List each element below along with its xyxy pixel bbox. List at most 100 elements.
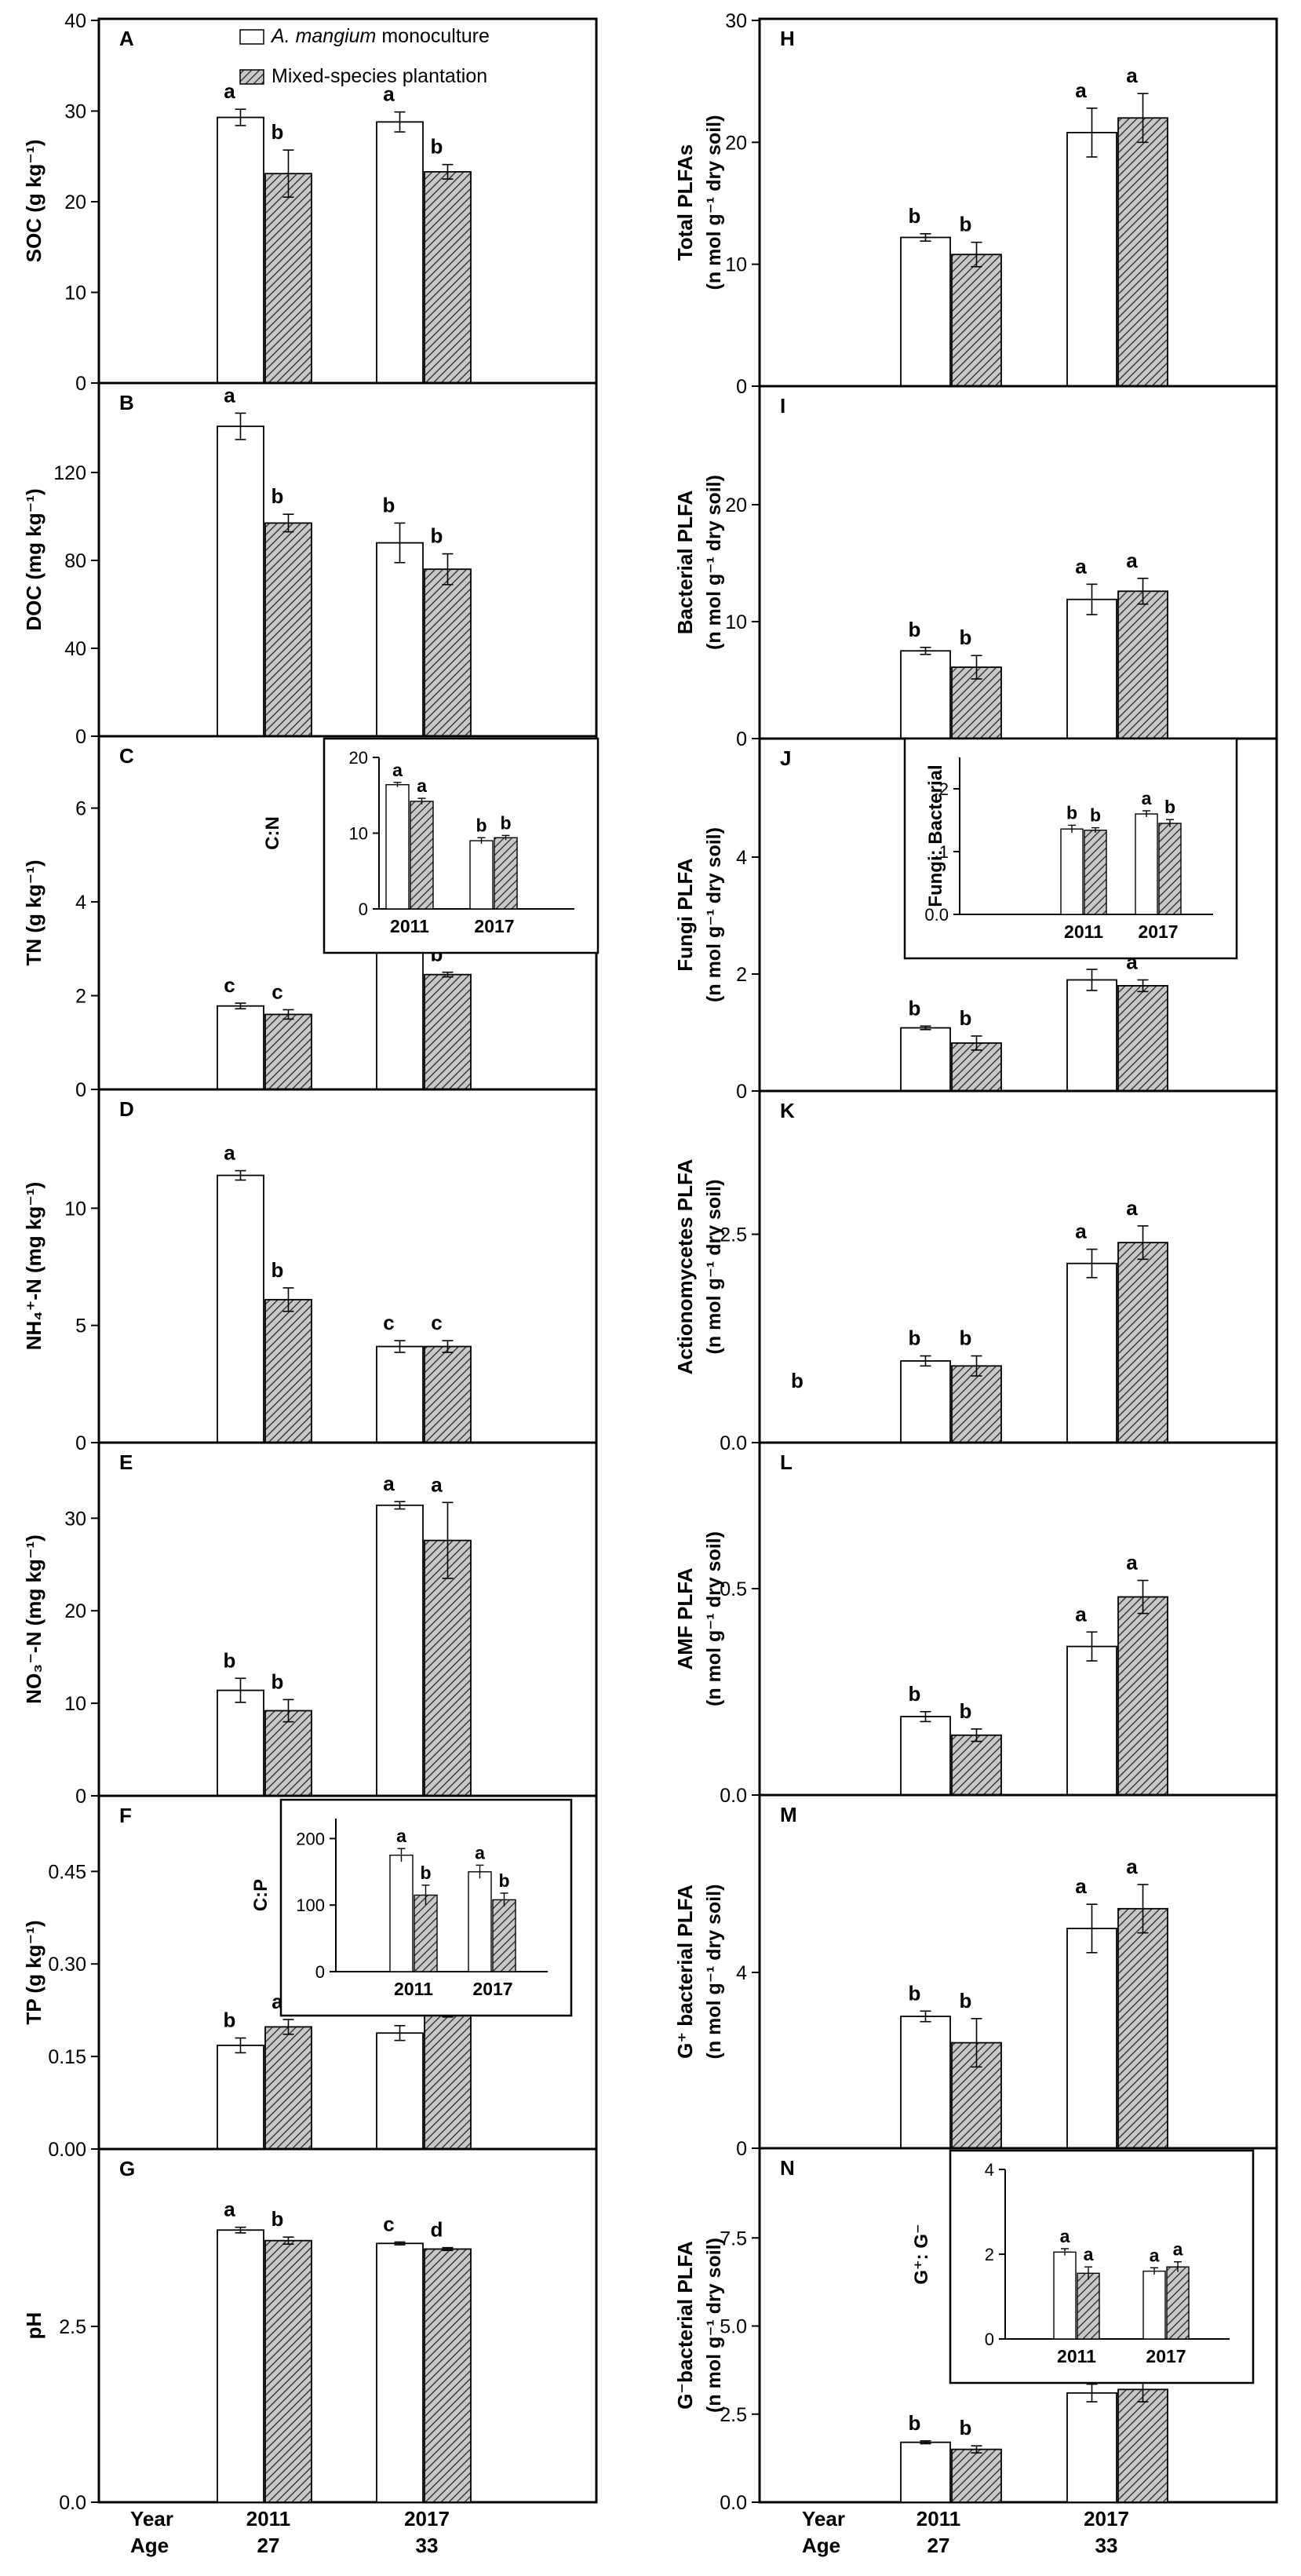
footer-age-27: 27 bbox=[257, 2534, 280, 2557]
significance-letter: b bbox=[960, 1006, 972, 1030]
y-tick-label: 30 bbox=[725, 10, 747, 32]
inset-category-label: 2011 bbox=[1064, 921, 1103, 942]
chart-panel-E: E 0 10 20 30 NO₃⁻-N (mg kg⁻¹) b b a a bbox=[22, 1441, 598, 1808]
y-tick-label: 0.0 bbox=[720, 2492, 747, 2514]
inset-significance-letter: b bbox=[420, 1863, 431, 1883]
bar-mixed-2011 bbox=[264, 173, 312, 384]
y-tick-label: 0 bbox=[736, 1081, 747, 1103]
panel-frame bbox=[97, 381, 598, 738]
y-tick-label: 10 bbox=[725, 611, 747, 633]
inset-category-label: 2011 bbox=[394, 1979, 433, 1999]
significance-letter: c bbox=[271, 980, 282, 1003]
panel-frame bbox=[758, 385, 1278, 740]
bar-mixed-2017 bbox=[1117, 590, 1168, 739]
bar-monoculture-2017 bbox=[376, 938, 424, 1090]
bar-monoculture-2011 bbox=[900, 1360, 951, 1443]
bar-monoculture-2017 bbox=[376, 2242, 424, 2503]
footer-age-33: 33 bbox=[1095, 2534, 1118, 2557]
panel-frame bbox=[97, 1441, 598, 1797]
significance-letter: a bbox=[383, 1472, 395, 1495]
y-tick-label: 0.30 bbox=[48, 1954, 86, 1976]
y-tick-label: 6 bbox=[75, 798, 86, 820]
footer-year-label: Year bbox=[802, 2507, 845, 2530]
panel-letter: N bbox=[780, 2156, 795, 2180]
significance-letter: a bbox=[1075, 554, 1087, 578]
y-axis-label: NO₃⁻-N (mg kg⁻¹) bbox=[22, 1534, 46, 1704]
bar-mixed-2017 bbox=[1117, 985, 1168, 1092]
chart-panel-D: D 0 5 10 NH₄⁺-N (mg kg⁻¹) a b c c bbox=[22, 1088, 598, 1454]
inset-category-label: 2011 bbox=[390, 916, 429, 936]
legend-label-monoculture: A. mangium monoculture bbox=[270, 25, 490, 47]
significance-letter: b bbox=[909, 1682, 921, 1706]
significance-letter: a bbox=[431, 1472, 443, 1496]
significance-letter: a bbox=[1126, 549, 1138, 572]
inset-bar-monoculture-2011 bbox=[385, 784, 410, 910]
significance-letter: a bbox=[1126, 1551, 1138, 1574]
bar-mixed-2011 bbox=[951, 254, 1002, 387]
panel-frame bbox=[97, 1088, 598, 1444]
y-axis-label: Fungi PLFA bbox=[673, 858, 697, 972]
y-tick-label: 0 bbox=[75, 726, 86, 748]
y-axis-label: G⁺ bacterial PLFA bbox=[673, 1885, 697, 2059]
significance-letter: b bbox=[271, 1258, 284, 1282]
panel-letter: B bbox=[119, 391, 134, 414]
y-axis-label-units: (n mol g⁻¹ dry soil) bbox=[703, 1531, 725, 1706]
panel-letter: F bbox=[119, 1804, 132, 1827]
significance-letter: b bbox=[960, 626, 972, 649]
significance-letter: a bbox=[1075, 1220, 1087, 1243]
inset-significance-letter: a bbox=[392, 760, 403, 780]
inset-significance-letter: b bbox=[500, 812, 511, 833]
bar-monoculture-2011 bbox=[217, 116, 264, 384]
chart-panel-N: N 0.0 2.5 5.0 7.5 G⁻bacterial PLFA (n mol g⁻¹ … bbox=[673, 2147, 1278, 2514]
legend-swatch-mixed bbox=[239, 69, 264, 85]
inset-bar-mixed-2011 bbox=[414, 1894, 438, 1972]
bar-monoculture-2017 bbox=[1066, 598, 1117, 739]
footer-left: Year Age 2011 2017 27 33 bbox=[130, 2507, 450, 2557]
y-tick-label: 120 bbox=[53, 462, 86, 484]
footer-year-2011: 2011 bbox=[246, 2507, 290, 2530]
y-tick-label: 0 bbox=[736, 2138, 747, 2160]
significance-letter: a bbox=[1126, 1196, 1138, 1220]
bar-mixed-2011 bbox=[264, 1013, 312, 1090]
y-tick-label: 10 bbox=[64, 283, 86, 305]
significance-letter: b bbox=[271, 1669, 284, 1693]
footer-year-2017: 2017 bbox=[1084, 2507, 1129, 2530]
bar-mixed-2011 bbox=[951, 2448, 1002, 2503]
y-axis-label: TN (g kg⁻¹) bbox=[22, 859, 46, 965]
y-tick-label: 7.5 bbox=[720, 2228, 747, 2249]
inset-frame bbox=[949, 2149, 1255, 2384]
bar-monoculture-2011 bbox=[900, 1716, 951, 1796]
inset-significance-letter: b bbox=[1164, 797, 1175, 817]
bar-monoculture-2011 bbox=[900, 236, 951, 387]
y-tick-label: 2.5 bbox=[720, 1224, 747, 1246]
chart-panel-H: H 0 10 20 30 Total PLFAs (n mol g⁻¹ dry soil) b… bbox=[673, 10, 1278, 398]
inset-bar-monoculture-2017 bbox=[468, 1871, 492, 1972]
y-tick-label: 0.00 bbox=[48, 2139, 86, 2161]
inset-bar-monoculture-2017 bbox=[1142, 2270, 1166, 2340]
y-tick-label: 20 bbox=[725, 494, 747, 516]
inset-significance-letter: b bbox=[476, 815, 487, 835]
y-tick-label: 0.0 bbox=[720, 1785, 747, 1807]
inset-bar-mixed-2017 bbox=[1158, 823, 1182, 915]
panel-letter: H bbox=[780, 27, 795, 50]
y-tick-label: 0 bbox=[736, 728, 747, 750]
significance-letter: b bbox=[909, 618, 921, 641]
bar-monoculture-2011 bbox=[900, 2016, 951, 2149]
y-tick-label: 0 bbox=[75, 1432, 86, 1454]
inset-bar-mixed-2017 bbox=[492, 1899, 516, 1972]
significance-letter: a bbox=[1075, 1874, 1087, 1898]
y-tick-label: 20 bbox=[725, 132, 747, 154]
significance-letter: b bbox=[271, 484, 284, 508]
bar-mixed-2017 bbox=[424, 2248, 472, 2503]
inset-y-tick-label: 100 bbox=[296, 1896, 325, 1915]
bar-mixed-2017 bbox=[1117, 1596, 1168, 1796]
significance-letter: b bbox=[271, 120, 284, 144]
y-axis-label-units: (n mol g⁻¹ dry soil) bbox=[703, 827, 725, 1002]
y-axis-label-units: (n mol g⁻¹ dry soil) bbox=[703, 1885, 725, 2060]
chart-panel-I: I 0 10 20 Bacterial PLFA (n mol g⁻¹ dry soil)… bbox=[673, 385, 1278, 750]
y-tick-label: 2 bbox=[736, 964, 747, 986]
bar-monoculture-2011 bbox=[217, 2045, 264, 2150]
inset-y-tick-label: 4 bbox=[985, 2160, 994, 2180]
